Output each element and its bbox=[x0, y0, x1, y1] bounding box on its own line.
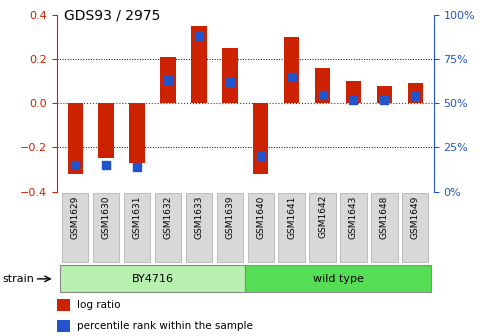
FancyBboxPatch shape bbox=[62, 193, 88, 262]
Point bbox=[133, 164, 141, 170]
Point bbox=[411, 94, 419, 99]
FancyBboxPatch shape bbox=[155, 193, 181, 262]
FancyBboxPatch shape bbox=[60, 265, 245, 292]
Bar bbox=[129, 103, 145, 163]
Bar bbox=[57, 320, 70, 332]
Text: GSM1643: GSM1643 bbox=[349, 195, 358, 239]
FancyBboxPatch shape bbox=[93, 193, 119, 262]
Text: GSM1629: GSM1629 bbox=[70, 195, 80, 239]
Bar bbox=[160, 57, 176, 103]
Text: GSM1633: GSM1633 bbox=[194, 195, 204, 239]
Bar bbox=[222, 48, 238, 103]
FancyBboxPatch shape bbox=[371, 193, 397, 262]
Text: GSM1631: GSM1631 bbox=[133, 195, 141, 239]
Bar bbox=[315, 68, 330, 103]
Bar bbox=[408, 83, 423, 103]
Point bbox=[381, 97, 388, 102]
FancyBboxPatch shape bbox=[402, 193, 428, 262]
Text: strain: strain bbox=[2, 274, 35, 284]
Bar bbox=[377, 86, 392, 103]
FancyBboxPatch shape bbox=[247, 193, 274, 262]
FancyBboxPatch shape bbox=[216, 193, 243, 262]
Bar bbox=[191, 26, 207, 103]
Point bbox=[71, 162, 79, 168]
Bar bbox=[57, 299, 70, 311]
Bar bbox=[99, 103, 114, 159]
FancyBboxPatch shape bbox=[245, 265, 431, 292]
Bar bbox=[68, 103, 83, 174]
Point bbox=[318, 92, 326, 97]
Point bbox=[350, 97, 357, 102]
Text: GSM1641: GSM1641 bbox=[287, 195, 296, 239]
Text: percentile rank within the sample: percentile rank within the sample bbox=[77, 321, 253, 331]
FancyBboxPatch shape bbox=[340, 193, 367, 262]
FancyBboxPatch shape bbox=[310, 193, 336, 262]
Point bbox=[195, 34, 203, 39]
Text: wild type: wild type bbox=[313, 274, 363, 284]
Text: GSM1639: GSM1639 bbox=[225, 195, 234, 239]
FancyBboxPatch shape bbox=[279, 193, 305, 262]
Bar bbox=[253, 103, 269, 174]
Point bbox=[164, 78, 172, 83]
Text: GSM1649: GSM1649 bbox=[411, 195, 420, 239]
Bar bbox=[284, 37, 299, 103]
Text: GSM1642: GSM1642 bbox=[318, 195, 327, 238]
Text: GSM1640: GSM1640 bbox=[256, 195, 265, 239]
FancyBboxPatch shape bbox=[124, 193, 150, 262]
Text: GSM1648: GSM1648 bbox=[380, 195, 389, 239]
FancyBboxPatch shape bbox=[186, 193, 212, 262]
Text: GSM1632: GSM1632 bbox=[164, 195, 173, 239]
Text: log ratio: log ratio bbox=[77, 300, 121, 310]
Bar bbox=[346, 81, 361, 103]
Text: GSM1630: GSM1630 bbox=[102, 195, 110, 239]
Text: BY4716: BY4716 bbox=[132, 274, 174, 284]
Point bbox=[288, 74, 296, 80]
Point bbox=[226, 80, 234, 85]
Text: GDS93 / 2975: GDS93 / 2975 bbox=[64, 8, 160, 23]
Point bbox=[257, 154, 265, 159]
Point bbox=[102, 162, 110, 168]
